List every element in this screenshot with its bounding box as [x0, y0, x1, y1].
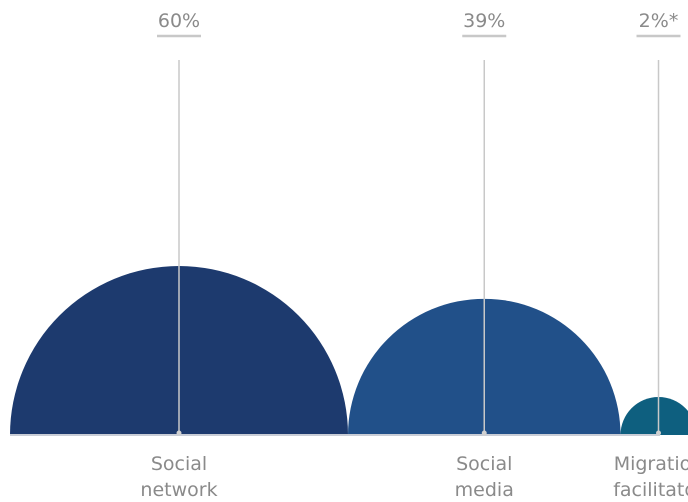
- leader-dot-social-network: [176, 430, 182, 436]
- category-label-social-network-line-2: network: [140, 479, 217, 501]
- category-label-social-media-line-2: media: [455, 479, 514, 501]
- category-labels-layer: Social network Social media Migration facilit…: [140, 453, 688, 501]
- value-label-migration-facilitator: 2%*: [639, 10, 679, 32]
- value-labels-layer: 60% 39% 2%*: [157, 10, 681, 38]
- leader-dot-social-media: [481, 430, 487, 436]
- category-label-migration-facilitator-line-2: facilitator: [613, 479, 688, 501]
- leaders-layer: [176, 60, 662, 436]
- value-label-social-network: 60%: [158, 10, 200, 32]
- category-label-social-media-line-1: Social: [456, 453, 512, 475]
- leader-dot-migration-facilitator: [656, 430, 662, 436]
- semicircles-layer: [10, 266, 688, 435]
- category-label-social-network-line-1: Social: [151, 453, 207, 475]
- category-label-migration-facilitator-line-1: Migration: [614, 453, 688, 475]
- value-label-social-media: 39%: [463, 10, 505, 32]
- semicircle-migration-facilitator: [620, 397, 688, 435]
